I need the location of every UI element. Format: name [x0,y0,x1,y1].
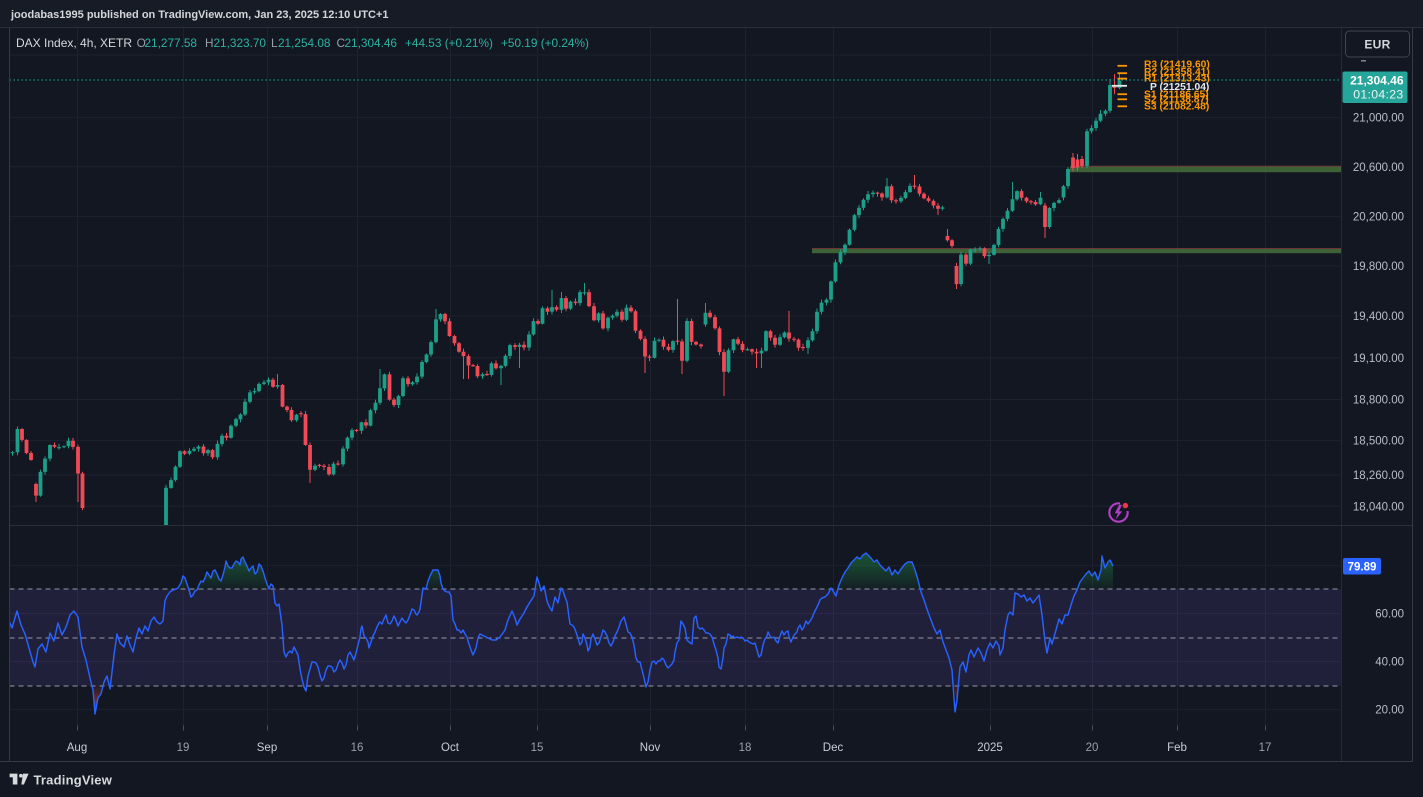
svg-text:18,040.00: 18,040.00 [1353,501,1404,513]
svg-text:19,400.00: 19,400.00 [1353,311,1404,323]
svg-text:R1 (21313.43): R1 (21313.43) [1144,74,1210,85]
svg-text:21,304.46: 21,304.46 [1350,74,1404,88]
svg-text:joodabas1995 published on Trad: joodabas1995 published on TradingView.co… [10,9,389,21]
svg-text:40.00: 40.00 [1375,657,1404,669]
svg-text:18,500.00: 18,500.00 [1353,435,1404,447]
svg-text:Dec: Dec [823,742,844,754]
svg-text:Oct: Oct [441,742,460,754]
svg-text:R3 (21419.60): R3 (21419.60) [1144,60,1210,71]
svg-text:20,600.00: 20,600.00 [1353,162,1404,174]
svg-text:S1 (21186.65): S1 (21186.65) [1144,90,1209,101]
svg-text:15: 15 [531,742,544,754]
svg-text:21,304.46: 21,304.46 [345,36,398,50]
svg-text:20: 20 [1086,742,1099,754]
svg-text:P (21251.04): P (21251.04) [1150,82,1209,93]
svg-text:Feb: Feb [1167,742,1187,754]
svg-text:2025: 2025 [977,742,1003,754]
svg-text:TradingView: TradingView [34,773,113,788]
svg-text:20,200.00: 20,200.00 [1353,211,1404,223]
svg-text:EUR: EUR [1364,38,1390,52]
svg-text:L: L [271,36,278,50]
svg-text:+44.53 (+0.21%): +44.53 (+0.21%) [405,36,493,50]
svg-text:18,800.00: 18,800.00 [1353,395,1404,407]
svg-text:DAX Index, 4h, XETR: DAX Index, 4h, XETR [16,36,132,50]
svg-text:H: H [205,36,214,50]
svg-text:Nov: Nov [640,742,661,754]
svg-text:21,254.08: 21,254.08 [278,36,331,50]
svg-text:20.00: 20.00 [1375,705,1404,717]
svg-text:19,800.00: 19,800.00 [1353,261,1404,273]
svg-text:C: C [337,36,346,50]
svg-text:01:04:23: 01:04:23 [1353,88,1403,102]
svg-text:Sep: Sep [257,742,277,754]
svg-text:+50.19 (+0.24%): +50.19 (+0.24%) [501,36,589,50]
svg-text:21,000.00: 21,000.00 [1353,113,1404,125]
svg-text:60.00: 60.00 [1375,609,1404,621]
svg-text:18,260.00: 18,260.00 [1353,470,1404,482]
svg-text:19: 19 [177,742,190,754]
svg-text:18: 18 [739,742,752,754]
svg-text:Aug: Aug [67,742,87,754]
svg-text:O: O [137,36,146,50]
svg-text:17: 17 [1259,742,1272,754]
svg-text:S3 (21082.48): S3 (21082.48) [1144,102,1209,113]
svg-text:R2 (21358.41): R2 (21358.41) [1144,67,1210,78]
svg-text:19,100.00: 19,100.00 [1353,353,1404,365]
svg-text:21,277.58: 21,277.58 [145,36,198,50]
svg-text:79.89: 79.89 [1348,562,1377,574]
svg-text:16: 16 [351,742,364,754]
svg-text:S2 (21138.87): S2 (21138.87) [1144,95,1209,106]
svg-text:21,323.70: 21,323.70 [214,36,267,50]
